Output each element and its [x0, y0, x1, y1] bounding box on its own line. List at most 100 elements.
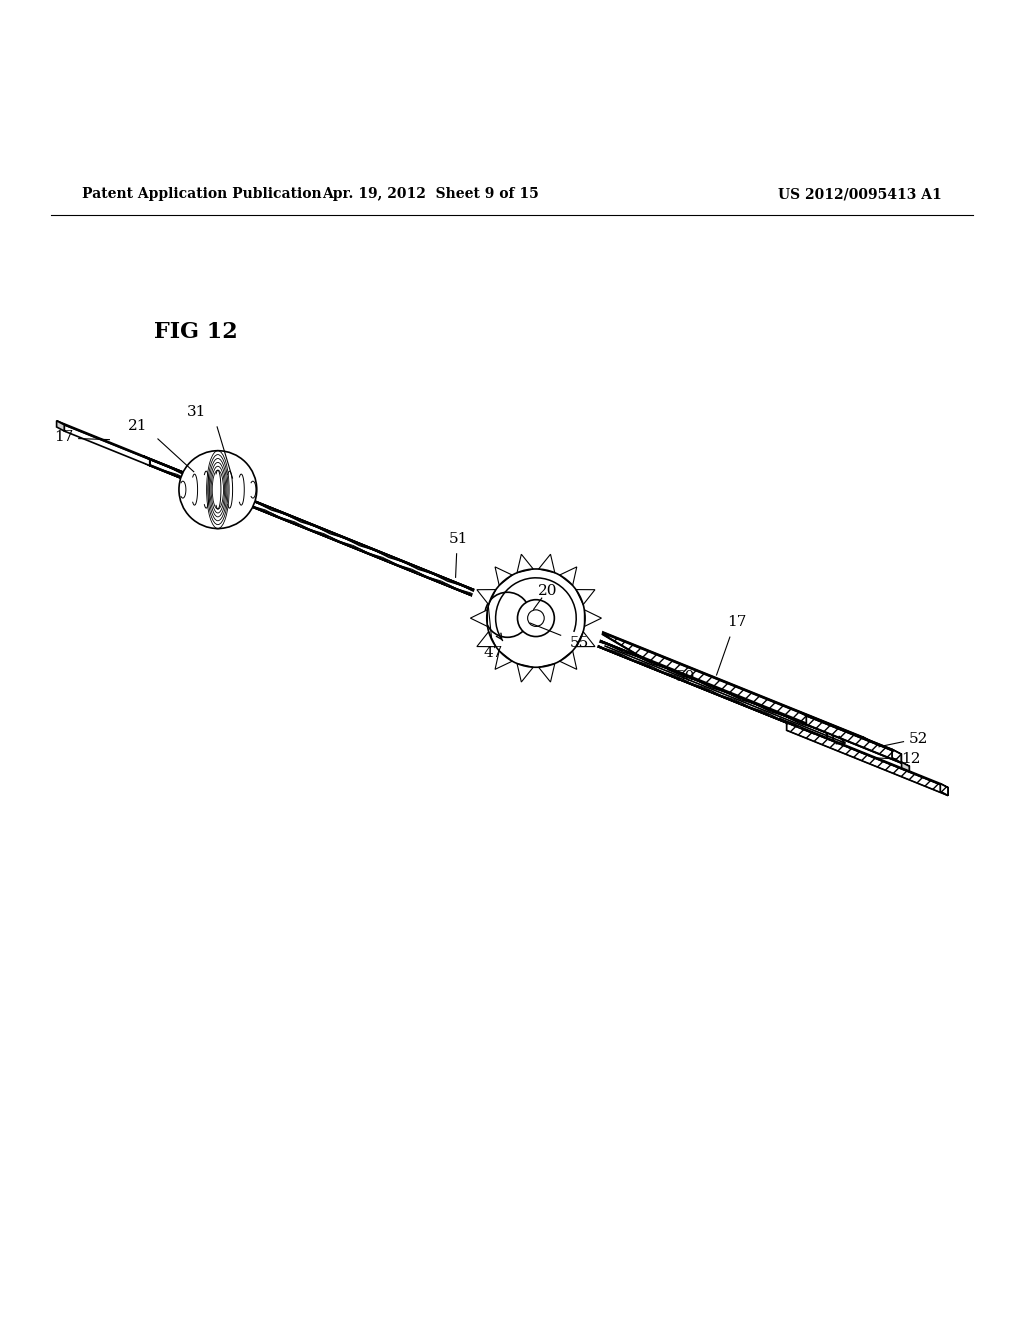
Polygon shape: [315, 532, 345, 544]
Polygon shape: [339, 541, 368, 553]
Polygon shape: [374, 556, 403, 568]
Polygon shape: [779, 718, 948, 788]
Text: 20: 20: [539, 583, 558, 598]
Polygon shape: [750, 708, 779, 719]
Circle shape: [527, 610, 544, 627]
Polygon shape: [603, 642, 632, 653]
Polygon shape: [756, 704, 785, 715]
Polygon shape: [806, 715, 901, 763]
Polygon shape: [492, 598, 521, 610]
Polygon shape: [662, 672, 691, 684]
Polygon shape: [585, 610, 601, 627]
Polygon shape: [397, 558, 427, 570]
Polygon shape: [485, 594, 515, 606]
Polygon shape: [779, 713, 808, 725]
Polygon shape: [191, 475, 221, 487]
Text: Apr. 19, 2012  Sheet 9 of 15: Apr. 19, 2012 Sheet 9 of 15: [322, 187, 539, 201]
Polygon shape: [797, 711, 901, 754]
Polygon shape: [227, 491, 257, 503]
Text: 17: 17: [727, 615, 746, 628]
Polygon shape: [638, 657, 668, 669]
Text: 31: 31: [187, 404, 206, 418]
Polygon shape: [462, 591, 492, 603]
Polygon shape: [495, 651, 512, 669]
Polygon shape: [227, 496, 257, 508]
Polygon shape: [143, 457, 150, 466]
Circle shape: [468, 550, 603, 685]
Polygon shape: [779, 719, 808, 731]
Polygon shape: [825, 731, 872, 742]
Polygon shape: [668, 669, 697, 681]
Polygon shape: [257, 503, 286, 515]
Polygon shape: [720, 696, 750, 708]
Polygon shape: [539, 664, 555, 682]
Polygon shape: [603, 648, 632, 660]
Text: Patent Application Publication: Patent Application Publication: [82, 187, 322, 201]
Polygon shape: [632, 660, 662, 672]
Polygon shape: [163, 470, 191, 482]
Polygon shape: [550, 627, 580, 639]
Polygon shape: [575, 632, 595, 647]
Polygon shape: [785, 722, 814, 734]
Polygon shape: [638, 663, 668, 675]
Polygon shape: [163, 463, 191, 475]
Text: FIG 12: FIG 12: [154, 321, 238, 343]
Text: 21: 21: [128, 418, 147, 433]
Polygon shape: [785, 715, 814, 727]
Polygon shape: [251, 499, 280, 511]
Polygon shape: [726, 698, 756, 710]
Polygon shape: [477, 632, 496, 647]
Polygon shape: [636, 655, 835, 735]
Polygon shape: [544, 624, 573, 636]
Polygon shape: [550, 622, 580, 634]
Polygon shape: [539, 554, 555, 573]
Polygon shape: [825, 731, 909, 767]
Polygon shape: [901, 762, 909, 772]
Polygon shape: [544, 618, 573, 630]
Polygon shape: [221, 494, 251, 506]
Polygon shape: [597, 631, 872, 742]
Polygon shape: [588, 626, 863, 738]
Polygon shape: [345, 539, 374, 550]
Polygon shape: [462, 586, 492, 598]
Polygon shape: [580, 634, 609, 645]
Polygon shape: [786, 722, 948, 796]
Polygon shape: [143, 462, 834, 742]
Polygon shape: [169, 474, 198, 486]
Polygon shape: [56, 421, 65, 432]
Text: 50: 50: [675, 669, 694, 684]
Polygon shape: [403, 562, 433, 574]
Polygon shape: [720, 689, 750, 701]
Polygon shape: [697, 681, 726, 692]
Polygon shape: [65, 425, 150, 466]
Polygon shape: [251, 506, 280, 517]
Polygon shape: [559, 651, 577, 669]
Polygon shape: [315, 527, 345, 539]
Polygon shape: [827, 733, 834, 742]
Polygon shape: [517, 664, 534, 682]
Polygon shape: [309, 529, 339, 541]
Polygon shape: [309, 523, 339, 535]
Polygon shape: [515, 606, 544, 618]
Polygon shape: [668, 675, 697, 686]
Polygon shape: [169, 467, 198, 479]
Polygon shape: [470, 610, 487, 627]
Polygon shape: [198, 479, 227, 491]
Polygon shape: [280, 517, 309, 529]
Polygon shape: [433, 579, 462, 591]
Polygon shape: [517, 554, 534, 573]
Circle shape: [485, 593, 530, 638]
Circle shape: [517, 599, 554, 636]
Polygon shape: [662, 665, 691, 677]
Polygon shape: [756, 710, 785, 722]
Polygon shape: [403, 568, 433, 579]
Polygon shape: [575, 590, 595, 605]
Text: 47: 47: [484, 647, 503, 660]
Polygon shape: [697, 686, 726, 698]
Polygon shape: [477, 590, 496, 605]
Polygon shape: [397, 565, 427, 577]
Polygon shape: [433, 574, 462, 586]
Text: 52: 52: [909, 731, 929, 746]
Polygon shape: [726, 692, 756, 704]
Polygon shape: [609, 645, 638, 657]
